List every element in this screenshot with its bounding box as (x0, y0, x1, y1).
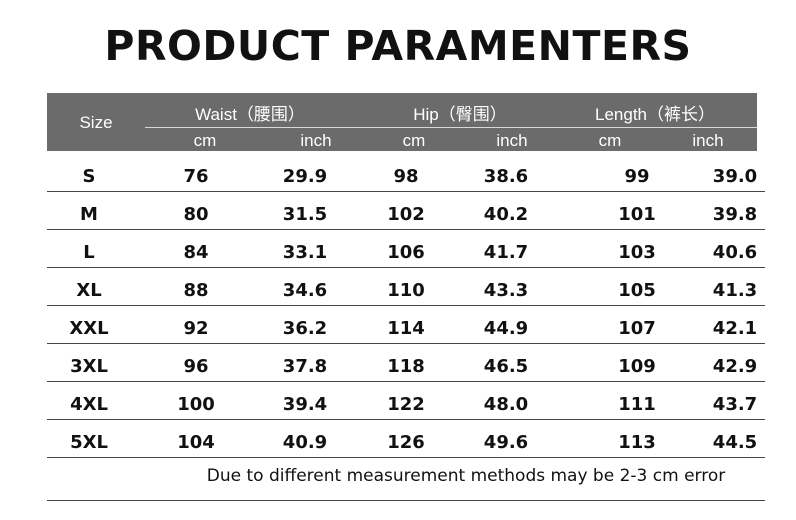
value-cell: 103 (618, 242, 656, 263)
row-rule (47, 229, 765, 230)
value-cell: 31.5 (282, 204, 328, 225)
row-rule (47, 457, 765, 458)
value-cell: 126 (387, 432, 425, 453)
value-cell: 99 (624, 166, 650, 187)
value-cell: 34.6 (282, 280, 328, 301)
value-cell: 40.2 (483, 204, 529, 225)
value-cell: 39.4 (282, 394, 328, 415)
size-header: Size (79, 113, 113, 132)
value-cell: 42.9 (712, 356, 758, 377)
value-cell: 49.6 (483, 432, 529, 453)
value-cell: 41.7 (483, 242, 529, 263)
value-cell: 109 (618, 356, 656, 377)
value-cell: 102 (387, 204, 425, 225)
value-cell: 76 (183, 166, 209, 187)
value-cell: 96 (183, 356, 209, 377)
value-cell: 107 (618, 318, 656, 339)
value-cell: 39.0 (712, 166, 758, 187)
group-header: Waist（腰围） (195, 105, 305, 124)
size-cell: XL (76, 280, 102, 301)
value-cell: 48.0 (483, 394, 529, 415)
value-cell: 36.2 (282, 318, 328, 339)
unit-header: cm (598, 131, 622, 150)
unit-header: inch (692, 131, 724, 150)
value-cell: 46.5 (483, 356, 529, 377)
row-rule (47, 267, 765, 268)
value-cell: 80 (183, 204, 209, 225)
value-cell: 105 (618, 280, 656, 301)
size-cell: 5XL (70, 432, 108, 453)
unit-header: cm (402, 131, 426, 150)
size-cell: S (82, 166, 96, 187)
unit-header: inch (496, 131, 528, 150)
value-cell: 43.7 (712, 394, 758, 415)
value-cell: 111 (618, 394, 656, 415)
row-rule (47, 419, 765, 420)
size-cell: M (80, 204, 98, 225)
size-cell: L (83, 242, 95, 263)
row-rule (47, 343, 765, 344)
title: PRODUCT PARAMENTERS (104, 22, 692, 70)
value-cell: 43.3 (483, 280, 529, 301)
value-cell: 37.8 (282, 356, 328, 377)
value-cell: 113 (618, 432, 656, 453)
value-cell: 39.8 (712, 204, 758, 225)
group-header: Length（裤长） (595, 105, 715, 124)
size-cell: 3XL (70, 356, 108, 377)
value-cell: 118 (387, 356, 425, 377)
size-cell: 4XL (70, 394, 108, 415)
value-cell: 98 (393, 166, 419, 187)
value-cell: 122 (387, 394, 425, 415)
value-cell: 40.9 (282, 432, 328, 453)
header-band (47, 93, 757, 151)
header-divider (145, 127, 757, 128)
value-cell: 44.5 (712, 432, 758, 453)
value-cell: 38.6 (483, 166, 529, 187)
value-cell: 44.9 (483, 318, 529, 339)
value-cell: 84 (183, 242, 209, 263)
value-cell: 100 (177, 394, 215, 415)
value-cell: 33.1 (282, 242, 328, 263)
value-cell: 104 (177, 432, 215, 453)
row-rule (47, 191, 765, 192)
value-cell: 88 (183, 280, 209, 301)
row-rule (47, 381, 765, 382)
value-cell: 101 (618, 204, 656, 225)
value-cell: 114 (387, 318, 425, 339)
unit-header: inch (300, 131, 332, 150)
value-cell: 92 (183, 318, 209, 339)
note: Due to different measurement methods may… (206, 466, 726, 486)
value-cell: 110 (387, 280, 425, 301)
note-rule (47, 500, 765, 501)
value-cell: 42.1 (712, 318, 758, 339)
value-cell: 40.6 (712, 242, 758, 263)
value-cell: 41.3 (712, 280, 758, 301)
value-cell: 106 (387, 242, 425, 263)
row-rule (47, 305, 765, 306)
group-header: Hip（臀围） (413, 105, 507, 124)
unit-header: cm (193, 131, 217, 150)
size-cell: XXL (69, 318, 109, 339)
value-cell: 29.9 (282, 166, 328, 187)
